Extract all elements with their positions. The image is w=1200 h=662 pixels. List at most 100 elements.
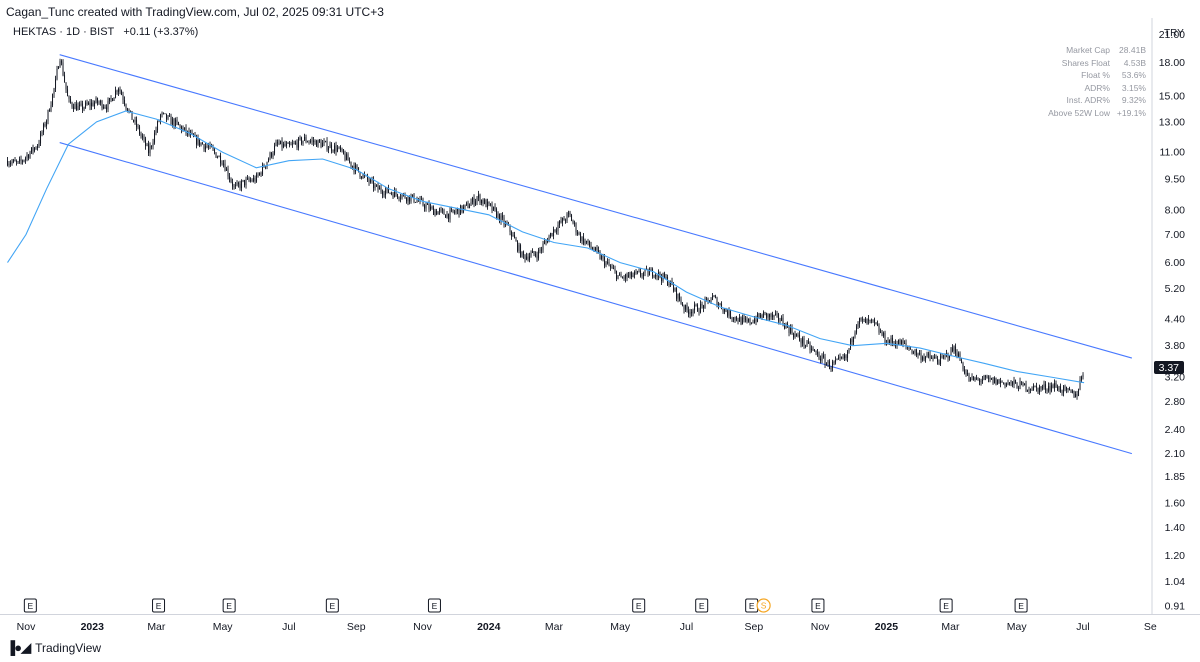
candle-body xyxy=(595,247,597,251)
candle-body xyxy=(446,213,448,218)
candle-body xyxy=(832,361,834,368)
earnings-marker[interactable] xyxy=(939,598,953,613)
candle-body xyxy=(454,211,456,213)
footer-brand[interactable]: ▐●◢ TradingView xyxy=(6,640,101,656)
chart-credit: Cagan_Tunc created with TradingView.com,… xyxy=(6,5,384,19)
price-axis[interactable]: 21.00 18.00 15.00 13.00 11.00 9.50 8.00 7.00 6.0… xyxy=(1159,29,1185,612)
candle-body xyxy=(574,222,576,224)
candle-body xyxy=(401,194,403,198)
candle-body xyxy=(88,102,90,105)
earnings-marker[interactable] xyxy=(427,598,441,613)
candle-body xyxy=(262,165,264,175)
candle-body xyxy=(169,115,171,117)
earnings-marker[interactable] xyxy=(632,598,646,613)
candle-body xyxy=(1064,386,1066,388)
time-tick-label: Mar xyxy=(941,621,960,633)
candle-body xyxy=(802,338,804,344)
earnings-marker[interactable] xyxy=(695,598,709,613)
candle-body xyxy=(313,140,315,143)
candle-body xyxy=(740,317,742,325)
event-markers[interactable]: E E E E E E E E E E ES xyxy=(23,598,1028,613)
candles xyxy=(7,58,1084,400)
candle-body xyxy=(89,102,91,107)
candle-body xyxy=(356,165,358,168)
earnings-marker[interactable] xyxy=(222,598,236,613)
candle-body xyxy=(455,210,457,213)
time-tick-label: 2023 xyxy=(81,621,105,633)
candle-body xyxy=(686,305,688,311)
candle-body xyxy=(700,303,702,313)
candle-body xyxy=(380,187,382,192)
candle-body xyxy=(950,347,952,357)
candle-body xyxy=(824,357,826,366)
candle-body xyxy=(1015,380,1017,384)
candle-body xyxy=(803,338,805,346)
earnings-marker[interactable] xyxy=(23,598,37,613)
stat-label: Float % xyxy=(1081,70,1110,81)
candle-body xyxy=(521,251,523,257)
candle-body xyxy=(904,342,906,344)
candle-body xyxy=(520,245,522,257)
channel-lines[interactable] xyxy=(59,54,1133,455)
candle-body xyxy=(788,326,790,333)
candle-body xyxy=(622,277,624,279)
candle-body xyxy=(361,176,363,178)
candle-body xyxy=(256,174,258,182)
candle-body xyxy=(437,211,439,215)
candle-body xyxy=(655,274,657,277)
candle-body xyxy=(110,97,112,99)
candle-body xyxy=(1000,381,1002,384)
candle-body xyxy=(625,274,627,279)
earnings-marker[interactable] xyxy=(811,598,825,613)
price-tick-label: 1.85 xyxy=(1165,471,1186,483)
candle-body xyxy=(562,217,564,223)
candle-body xyxy=(793,333,795,338)
candle-body xyxy=(736,316,738,321)
currency-label[interactable]: TRY xyxy=(1164,28,1184,39)
candle-body xyxy=(634,271,636,276)
candle-body xyxy=(436,210,438,215)
candle-body xyxy=(331,144,333,151)
candle-body xyxy=(850,339,852,349)
candle-body xyxy=(299,137,301,139)
candle-body xyxy=(119,89,121,92)
candle-body xyxy=(817,352,819,354)
candle-body xyxy=(541,249,543,251)
candle-body xyxy=(916,349,918,356)
price-tick-label: 2.10 xyxy=(1165,448,1186,460)
candle-body xyxy=(851,339,853,343)
earnings-marker[interactable] xyxy=(325,598,339,613)
earnings-marker-label: E xyxy=(749,601,755,611)
candle-body xyxy=(727,311,729,316)
last-price-tag: 3.37 xyxy=(1154,361,1184,374)
candle-body xyxy=(890,338,892,344)
candle-body xyxy=(491,204,493,211)
candle-body xyxy=(151,146,153,147)
last-price-tag-bg xyxy=(1154,361,1184,375)
symbol-label[interactable]: HEKTAS · 1D · BIST xyxy=(13,26,115,38)
candle-body xyxy=(781,317,783,321)
time-tick-label: Jul xyxy=(282,621,295,633)
candle-body xyxy=(442,209,444,211)
earnings-marker[interactable] xyxy=(152,598,166,613)
candle-body xyxy=(98,102,100,104)
earnings-marker-label: E xyxy=(943,601,949,611)
candle-body xyxy=(196,135,198,145)
candle-body xyxy=(449,209,451,220)
candle-body xyxy=(431,206,433,208)
candle-body xyxy=(77,105,79,111)
candle-body xyxy=(826,363,828,366)
candle-body xyxy=(604,257,606,266)
candle-body xyxy=(274,145,276,154)
time-axis[interactable]: Nov 2023 Mar May Jul Sep Nov 2024 Mar May Jul Sep No… xyxy=(17,621,1157,633)
candle-body xyxy=(596,247,598,251)
candle-body xyxy=(44,124,46,126)
stat-label: Inst. ADR% xyxy=(1066,95,1110,106)
earnings-marker[interactable] xyxy=(1014,598,1028,613)
dividend-marker[interactable] xyxy=(756,598,771,613)
candle-body xyxy=(311,140,313,142)
candle-body xyxy=(452,209,454,212)
brand-name: TradingView xyxy=(35,641,102,655)
candle-body xyxy=(542,243,544,250)
